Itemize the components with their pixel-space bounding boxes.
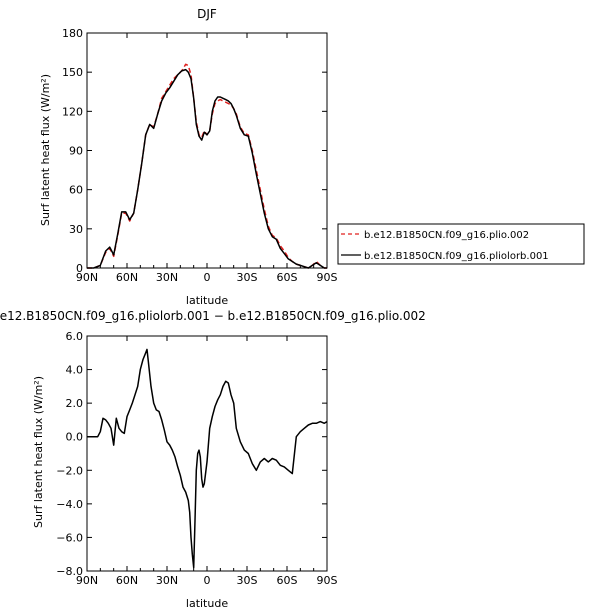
- chart-1: DJF Surf latent heat flux (W/m²) latitud…: [39, 7, 338, 307]
- chart-2-x-tick-label: 30N: [156, 574, 178, 587]
- chart-2-y-tick-label: −4.0: [56, 498, 83, 511]
- chart-1-y-tick-label: 120: [62, 105, 83, 118]
- chart-2-x-tick-label: 60S: [277, 574, 298, 587]
- chart-2-title: b.e12.B1850CN.f09_g16.pliolorb.001 − b.e…: [0, 309, 426, 323]
- chart-1-x-tick-label: 60S: [277, 271, 298, 284]
- chart-1-x-tick-label: 30S: [237, 271, 258, 284]
- chart-1-x-tick-labels: 90N 60N 30N 0 30S 60S 90S: [76, 271, 338, 284]
- chart-1-legend: b.e12.B1850CN.f09_g16.plio.002 b.e12.B18…: [337, 223, 585, 265]
- chart-2-x-tick-label: 0: [204, 574, 211, 587]
- chart-1-x-axis-title: latitude: [186, 294, 228, 307]
- chart-2-x-tick-label: 60N: [116, 574, 138, 587]
- chart-2-y-tick-label: −6.0: [56, 531, 83, 544]
- chart-1-y-tick-label: 30: [69, 223, 83, 236]
- chart-1-x-tick-label: 30N: [156, 271, 178, 284]
- chart-2-y-tick-label: 2.0: [66, 397, 84, 410]
- chart-1-series-line-1: [87, 68, 327, 269]
- chart-2-y-tick-label: 6.0: [66, 330, 84, 343]
- chart-2-series-group: [87, 348, 328, 569]
- chart-2-x-tick-label: 90S: [317, 574, 338, 587]
- chart-1-frame: [86, 32, 328, 269]
- chart-1-y-axis-title: Surf latent heat flux (W/m²): [39, 74, 52, 226]
- chart-2-y-tick-label: 4.0: [66, 364, 84, 377]
- chart-2-frame: [86, 335, 328, 572]
- chart-2-series-line-0: [87, 348, 328, 569]
- chart-1-title: DJF: [197, 7, 217, 21]
- chart-2-y-tick-label: −8.0: [56, 565, 83, 578]
- chart-1-ticks: [86, 32, 328, 269]
- chart-2-x-tick-label: 90N: [76, 574, 98, 587]
- chart-2-y-axis-title: Surf latent heat flux (W/m²): [32, 376, 45, 528]
- chart-2-x-tick-labels: 90N 60N 30N 0 30S 60S 90S: [76, 574, 338, 587]
- chart-1-y-tick-label: 60: [69, 184, 83, 197]
- chart-2: b.e12.B1850CN.f09_g16.pliolorb.001 − b.e…: [0, 309, 426, 610]
- legend-box: [337, 223, 585, 265]
- chart-1-x-tick-label: 90N: [76, 271, 98, 284]
- chart-2-x-tick-label: 30S: [237, 574, 258, 587]
- legend-label-pliolorb: b.e12.B1850CN.f09_g16.pliolorb.001: [364, 251, 549, 262]
- chart-1-x-tick-label: 90S: [317, 271, 338, 284]
- chart-1-x-tick-label: 0: [204, 271, 211, 284]
- chart-1-y-tick-labels: 0 30 60 90 120 150 180: [62, 27, 83, 275]
- chart-1-y-tick-label: 150: [62, 66, 83, 79]
- chart-1-y-tick-label: 90: [69, 145, 83, 158]
- chart-1-y-tick-label: 0: [76, 262, 83, 275]
- chart-2-y-tick-label: −2.0: [56, 464, 83, 477]
- chart-1-series-group: [87, 63, 327, 269]
- chart-2-y-tick-labels: 6.0 4.0 2.0 0.0 −2.0 −4.0 −6.0 −8.0: [56, 330, 83, 578]
- legend-label-plio: b.e12.B1850CN.f09_g16.plio.002: [364, 230, 529, 241]
- chart-1-y-tick-label: 180: [62, 27, 83, 40]
- chart-1-x-tick-label: 60N: [116, 271, 138, 284]
- chart-2-y-tick-label: 0.0: [66, 431, 84, 444]
- chart-1-series-line-0: [87, 63, 327, 269]
- chart-2-x-axis-title: latitude: [186, 597, 228, 610]
